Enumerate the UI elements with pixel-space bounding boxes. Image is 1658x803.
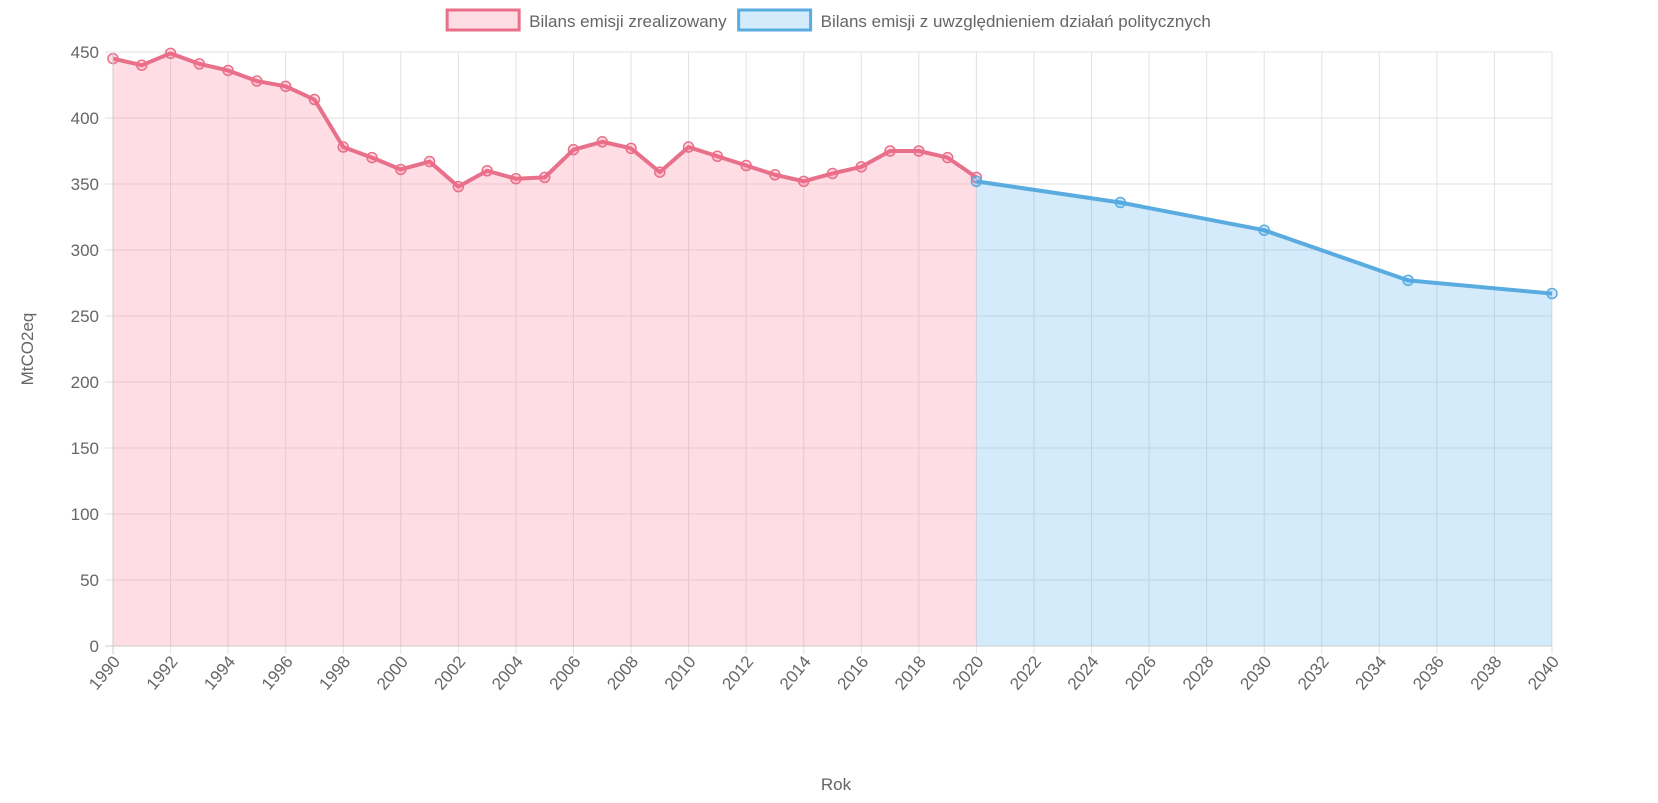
x-tick-label: 2004 [488,652,527,693]
x-tick-label: 2014 [776,652,815,693]
point [797,175,810,188]
point [855,161,868,173]
point [826,167,839,180]
x-tick-label: 2018 [891,652,930,693]
x-tick-label: 2016 [833,652,872,693]
point [222,64,234,77]
x-tick-label: 2038 [1467,652,1506,693]
line [112,51,978,189]
point [567,143,580,156]
point [538,171,551,184]
x-axis-label: Rok [821,775,852,794]
y-tick-label: 200 [71,373,99,392]
x-tick-label: 2006 [546,652,585,693]
point [510,172,522,185]
point [625,142,637,155]
y-tick-label: 0 [90,637,99,656]
x-tick-label: 2034 [1352,652,1391,693]
y-tick-label: 400 [71,109,99,128]
x-tick-label: 2032 [1294,652,1333,693]
y-axis-label: MtCO2eq [18,313,37,386]
y-tick-label: 100 [71,505,99,524]
x-tick-label: 1996 [258,652,297,693]
point [423,155,436,168]
point [769,169,781,181]
point [654,166,666,178]
point [1402,274,1414,287]
point [251,75,263,87]
grid [105,51,1553,654]
x-tick-label: 1992 [143,652,182,693]
x-tick-label: 1998 [315,652,354,693]
point [337,141,349,153]
point [366,151,378,164]
point [1258,224,1270,236]
point [136,59,148,71]
y-tick-label: 50 [80,571,99,590]
point [884,145,896,157]
x-tick-label: 2010 [661,652,700,693]
legend-swatch [737,8,813,32]
x-tick-label: 2040 [1524,652,1563,693]
area [113,53,977,646]
x-tick-label: 2028 [1179,652,1218,693]
y-tick-label: 150 [71,439,99,458]
y-tick-label: 300 [71,241,99,260]
x-tick-label: 2020 [949,652,988,693]
x-tick-label: 2036 [1409,652,1448,693]
line [976,179,1553,296]
point [395,163,407,176]
area [976,181,1552,647]
point [970,175,983,188]
x-tick-label: 2008 [603,652,642,693]
x-tick-label: 2030 [1236,652,1275,693]
point [941,151,954,164]
x-tick-label: 2000 [373,652,412,693]
x-tick-label: 1990 [85,652,124,693]
point [452,180,465,193]
x-tick-label: 2002 [431,652,470,693]
y-tick-label: 350 [71,175,99,194]
legend-label: Bilans emisji z uwzględnieniem działań p… [821,12,1211,31]
legend-swatch [445,8,521,32]
point [164,47,177,60]
point [682,141,695,153]
x-tick-label: 1994 [200,652,239,693]
y-tick-label: 250 [71,307,99,326]
x-tick-label: 2022 [1006,652,1045,693]
x-tick-label: 2026 [1121,652,1160,693]
x-tick-label: 2024 [1064,652,1103,693]
legend-label: Bilans emisji zrealizowany [529,12,727,31]
point [308,93,321,106]
point [913,145,925,157]
x-tick-label: 2012 [718,652,757,693]
point [1546,287,1558,300]
point [740,159,752,172]
point [279,80,292,93]
point [193,58,206,70]
y-tick-label: 450 [71,43,99,62]
point [711,150,724,163]
point [1114,196,1127,209]
point [481,165,493,177]
point [596,136,609,148]
